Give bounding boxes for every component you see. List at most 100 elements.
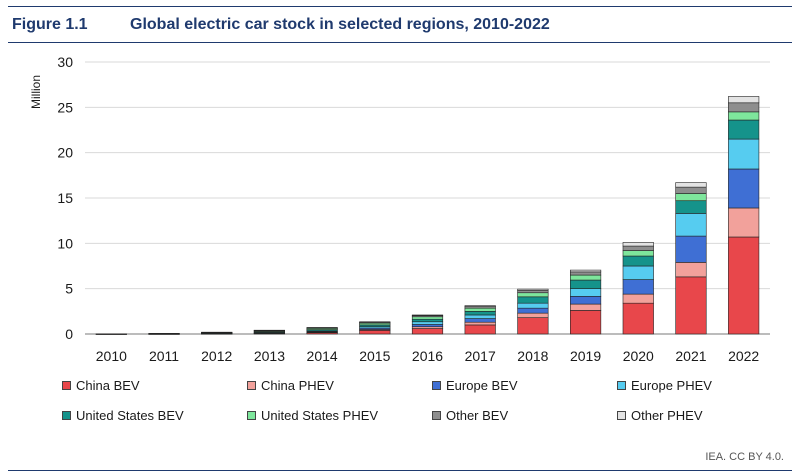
bar-segment [675,276,707,335]
bar-segment [359,321,391,323]
legend-label: United States BEV [76,408,184,423]
bar-segment [622,245,654,251]
legend-item: China BEV [62,378,140,393]
bar-segment [622,293,654,304]
bar-segment [569,271,602,276]
bar-segment [569,269,602,273]
bar-segment [675,213,707,237]
y-tick-label: 20 [57,145,73,161]
legend-item: Europe BEV [432,378,518,393]
x-tick-label: 2012 [201,348,232,364]
bar-segment [728,96,760,104]
bar-segment [569,303,602,311]
bar-segment [517,317,549,335]
x-tick-label: 2022 [728,348,759,364]
bar-segment [622,279,654,295]
bar-segment [517,296,549,304]
header-rule [8,42,792,43]
top-rule [8,6,792,7]
legend-item: United States BEV [62,408,184,423]
source-note: IEA. CC BY 4.0. [705,451,784,463]
legend-label: Europe BEV [446,378,518,393]
bar-segment [675,193,707,202]
x-tick-label: 2010 [96,348,127,364]
bar-segment [622,255,654,267]
x-tick-label: 2015 [359,348,390,364]
legend-swatch [247,381,256,390]
legend-item: Other BEV [432,408,508,423]
bar-segment [306,327,338,329]
bar-segment [728,119,760,140]
bar-segment [622,265,654,280]
x-tick-label: 2011 [149,348,179,364]
bar-segment [728,236,760,335]
bar-segment [517,307,549,314]
legend-label: Other PHEV [631,408,703,423]
y-tick-label: 15 [57,190,73,206]
bar-segment [622,302,654,335]
figure-number: Figure 1.1 [12,16,88,33]
bar-segment [569,274,602,281]
x-tick-label: 2016 [412,348,443,364]
bottom-rule [8,470,792,471]
legend-label: China BEV [76,378,140,393]
y-tick-label: 30 [57,54,73,70]
x-tick-label: 2013 [254,348,285,364]
bar-segment [464,307,496,312]
legend-swatch [62,411,71,420]
legend-swatch [247,411,256,420]
bar-segment [728,102,760,113]
legend-item: Europe PHEV [617,378,712,393]
bar-segment [411,318,444,323]
bar-segment [253,329,286,332]
bar-segment [569,288,602,297]
x-tick-label: 2018 [517,348,548,364]
bar-segment [517,288,549,291]
legend-label: Other BEV [446,408,509,423]
legend-label: China PHEV [261,378,334,393]
bar-segment [464,314,496,319]
x-tick-label: 2021 [675,348,706,364]
y-axis-label: Million [29,75,43,109]
x-tick-label: 2020 [623,348,654,364]
bar-segment [622,242,654,247]
bar-segment [411,328,444,335]
legend-swatch [62,381,71,390]
bar-segment [411,321,444,325]
bar-segment [411,316,444,320]
legend-swatch [432,381,441,390]
bar-segment [622,250,654,257]
bar-segment [464,324,496,335]
legend-swatch [617,411,626,420]
bar-segment [201,331,233,334]
bar-segment [359,330,391,335]
bar-segment [517,302,549,309]
bar-segment [148,333,180,335]
bar-segment [464,321,496,326]
bar-segment [411,324,444,328]
bar-segment [464,318,496,323]
bar-segment [675,262,707,278]
legend-item: China PHEV [247,378,334,393]
legend-label: United States PHEV [261,408,379,423]
bar-segment [675,182,707,188]
legend-swatch [432,411,441,420]
bar-segment [728,168,760,209]
figure-title: Global electric car stock in selected re… [130,16,550,33]
legend-swatch [617,381,626,390]
bar-segment [728,207,760,238]
y-tick-label: 5 [65,281,73,297]
bar-segment [675,235,707,263]
bar-segment [411,314,444,316]
bar-segment [95,333,127,335]
bar-segment [569,279,602,289]
x-tick-label: 2017 [465,348,496,364]
legend-label: Europe PHEV [631,378,712,393]
y-tick-label: 0 [65,326,73,342]
bar-segment [464,305,496,307]
legend-item: Other PHEV [617,408,703,423]
stacked-bar-chart: 0 5 10 15 20 25 30 Million 2010 2011 2012 2013 2014 2… [29,54,770,364]
bar-segment [517,312,549,318]
bar-segment [464,311,496,316]
figure-header: Figure 1.1 Global electric car stock in … [12,16,788,40]
